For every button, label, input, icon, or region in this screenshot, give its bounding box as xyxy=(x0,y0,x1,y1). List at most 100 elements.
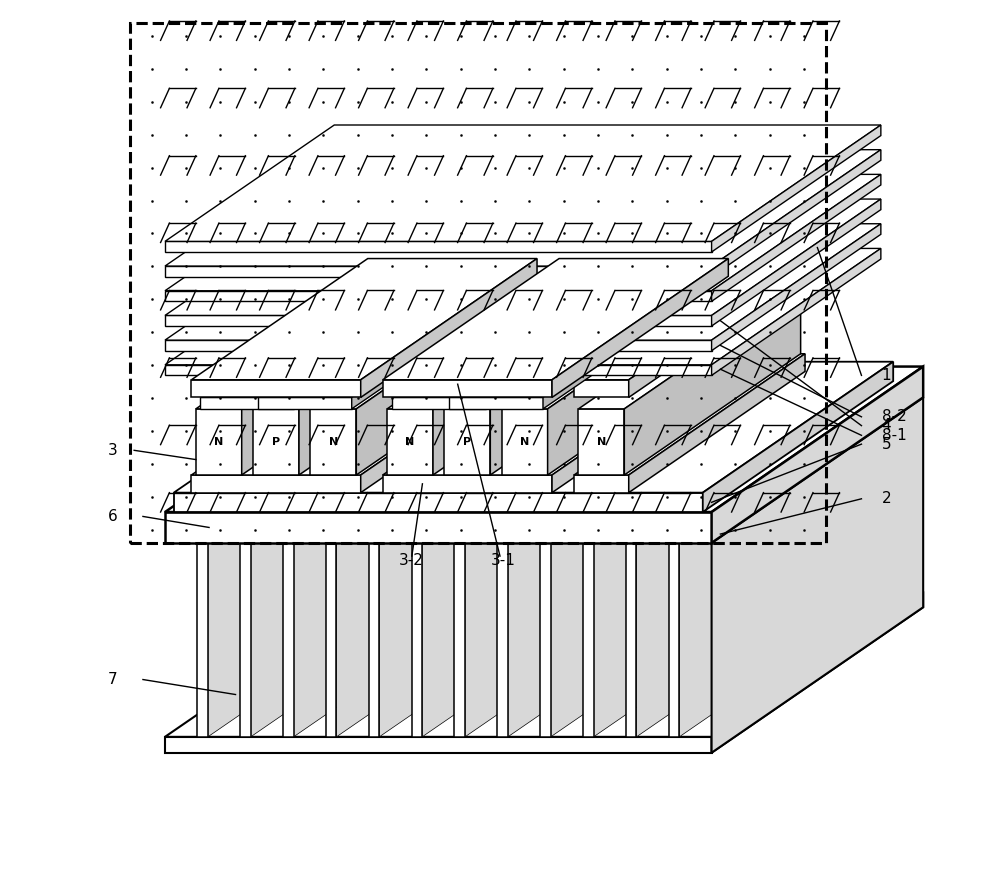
Polygon shape xyxy=(465,397,677,736)
Polygon shape xyxy=(165,365,712,375)
Polygon shape xyxy=(196,409,242,475)
Polygon shape xyxy=(165,315,712,326)
Polygon shape xyxy=(283,543,294,736)
Polygon shape xyxy=(502,409,548,475)
Text: N: N xyxy=(405,437,415,447)
Polygon shape xyxy=(574,259,805,380)
Polygon shape xyxy=(454,543,465,736)
Polygon shape xyxy=(712,397,923,752)
Polygon shape xyxy=(165,366,923,512)
Polygon shape xyxy=(574,475,629,493)
Polygon shape xyxy=(361,259,537,397)
Polygon shape xyxy=(200,397,294,409)
Polygon shape xyxy=(712,366,923,543)
Polygon shape xyxy=(578,409,624,475)
Polygon shape xyxy=(165,150,881,266)
Polygon shape xyxy=(624,288,801,475)
Polygon shape xyxy=(444,409,490,475)
Polygon shape xyxy=(712,248,881,375)
Polygon shape xyxy=(387,288,609,409)
Polygon shape xyxy=(594,397,805,736)
Text: N: N xyxy=(520,437,529,447)
Polygon shape xyxy=(387,409,433,475)
Text: 7: 7 xyxy=(108,672,117,687)
Polygon shape xyxy=(165,199,881,315)
Polygon shape xyxy=(486,276,662,409)
Polygon shape xyxy=(165,340,712,351)
Text: P: P xyxy=(272,437,280,447)
Polygon shape xyxy=(191,259,537,380)
Polygon shape xyxy=(200,276,471,397)
Polygon shape xyxy=(383,354,728,475)
Polygon shape xyxy=(253,409,299,475)
Polygon shape xyxy=(679,397,891,736)
Polygon shape xyxy=(552,354,728,493)
Polygon shape xyxy=(578,288,801,409)
Polygon shape xyxy=(548,288,724,475)
Text: 4: 4 xyxy=(882,419,891,434)
Polygon shape xyxy=(165,291,712,301)
Polygon shape xyxy=(508,397,719,736)
Text: 2: 2 xyxy=(882,491,891,506)
Bar xyxy=(130,23,826,543)
Polygon shape xyxy=(165,248,881,365)
Text: N: N xyxy=(329,437,338,447)
Polygon shape xyxy=(240,543,251,736)
Polygon shape xyxy=(422,397,634,736)
Polygon shape xyxy=(383,475,552,493)
Polygon shape xyxy=(574,380,629,397)
Polygon shape xyxy=(383,380,552,397)
Text: 1: 1 xyxy=(882,368,891,383)
Polygon shape xyxy=(540,543,551,736)
Polygon shape xyxy=(712,592,923,752)
Polygon shape xyxy=(629,259,805,397)
Polygon shape xyxy=(412,543,422,736)
Text: 3-1: 3-1 xyxy=(491,553,516,568)
Polygon shape xyxy=(310,409,356,475)
Polygon shape xyxy=(174,493,703,512)
Polygon shape xyxy=(326,543,336,736)
Polygon shape xyxy=(551,397,762,736)
Polygon shape xyxy=(310,288,533,409)
Polygon shape xyxy=(392,276,662,397)
Polygon shape xyxy=(636,397,848,736)
Text: 3-2: 3-2 xyxy=(399,553,423,568)
Polygon shape xyxy=(352,276,528,409)
Polygon shape xyxy=(174,362,893,493)
Polygon shape xyxy=(433,288,609,475)
Polygon shape xyxy=(502,288,724,409)
Polygon shape xyxy=(196,288,418,409)
Polygon shape xyxy=(669,543,679,736)
Polygon shape xyxy=(336,397,548,736)
Polygon shape xyxy=(712,223,881,351)
Polygon shape xyxy=(712,174,881,301)
Polygon shape xyxy=(191,354,537,475)
Text: N: N xyxy=(214,437,223,447)
Polygon shape xyxy=(449,276,719,397)
Polygon shape xyxy=(165,174,881,291)
Polygon shape xyxy=(626,543,636,736)
Polygon shape xyxy=(242,288,418,475)
Polygon shape xyxy=(165,736,712,752)
Polygon shape xyxy=(629,354,805,493)
Polygon shape xyxy=(165,223,881,340)
Text: 8-1: 8-1 xyxy=(882,428,906,443)
Polygon shape xyxy=(490,288,667,475)
Polygon shape xyxy=(369,543,379,736)
Polygon shape xyxy=(165,241,712,252)
Polygon shape xyxy=(294,276,471,409)
Polygon shape xyxy=(497,543,508,736)
Polygon shape xyxy=(191,475,361,493)
Polygon shape xyxy=(703,362,893,512)
Polygon shape xyxy=(208,397,419,736)
Polygon shape xyxy=(299,288,475,475)
Polygon shape xyxy=(712,150,881,276)
Polygon shape xyxy=(258,276,528,397)
Polygon shape xyxy=(574,354,805,475)
Polygon shape xyxy=(197,543,208,736)
Polygon shape xyxy=(165,125,881,241)
Polygon shape xyxy=(552,259,728,397)
Polygon shape xyxy=(712,199,881,326)
Polygon shape xyxy=(165,266,712,276)
Polygon shape xyxy=(165,592,923,736)
